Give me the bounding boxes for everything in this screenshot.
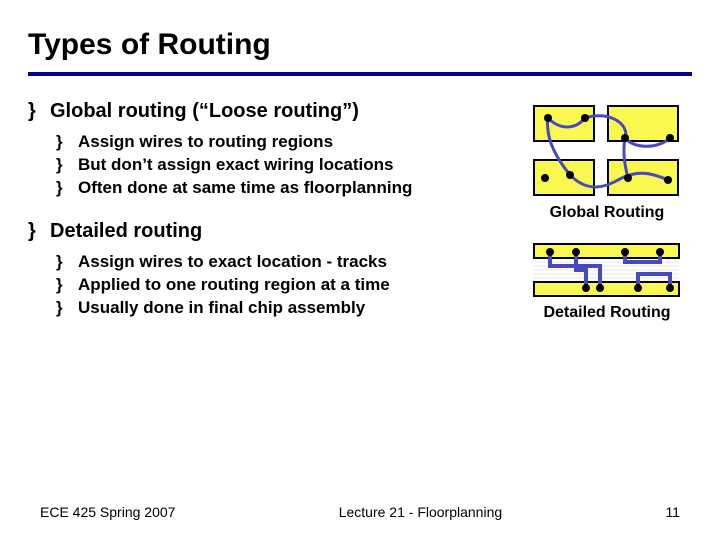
list-item: Usually done in final chip assembly bbox=[50, 297, 512, 320]
bullet-list: Global routing (“Loose routing”) Assign … bbox=[28, 100, 512, 320]
list-item: Applied to one routing region at a time bbox=[50, 274, 512, 297]
figure-caption: Global Routing bbox=[550, 204, 665, 222]
heading-text: Detailed routing bbox=[50, 220, 202, 242]
content-row: Global routing (“Loose routing”) Assign … bbox=[28, 100, 692, 340]
list-item: Assign wires to exact location - tracks bbox=[50, 251, 512, 274]
section-heading: Global routing (“Loose routing”) Assign … bbox=[28, 100, 512, 200]
slide: Types of Routing Global routing (“Loose … bbox=[0, 0, 720, 540]
detailed-routing-figure bbox=[530, 240, 685, 300]
footer-center: Lecture 21 - Floorplanning bbox=[339, 504, 502, 520]
sub-list: Assign wires to exact location - tracks … bbox=[50, 251, 512, 320]
list-item: Often done at same time as floorplanning bbox=[50, 177, 512, 200]
list-item: But don’t assign exact wiring locations bbox=[50, 154, 512, 177]
heading-text: Global routing (“Loose routing”) bbox=[50, 100, 359, 122]
sub-list: Assign wires to routing regions But don’… bbox=[50, 131, 512, 200]
footer-right: 11 bbox=[665, 504, 680, 520]
figure-column: Global Routing Detailed Routing bbox=[522, 100, 692, 340]
section-heading: Detailed routing Assign wires to exact l… bbox=[28, 220, 512, 320]
footer: ECE 425 Spring 2007 Lecture 21 - Floorpl… bbox=[0, 504, 720, 520]
list-item: Assign wires to routing regions bbox=[50, 131, 512, 154]
figure-caption: Detailed Routing bbox=[543, 304, 670, 322]
footer-left: ECE 425 Spring 2007 bbox=[40, 504, 175, 520]
text-column: Global routing (“Loose routing”) Assign … bbox=[28, 100, 522, 340]
title-rule bbox=[28, 72, 692, 76]
global-routing-figure bbox=[530, 100, 685, 200]
slide-title: Types of Routing bbox=[28, 28, 692, 62]
